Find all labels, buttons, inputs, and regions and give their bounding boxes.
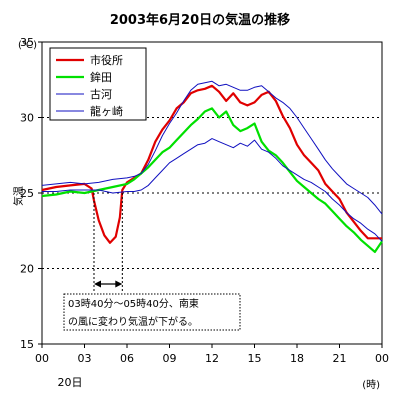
y-tick-label: 35 <box>20 36 34 49</box>
series-line-1 <box>41 84 382 244</box>
x-tick-labels: 00 03 06 09 12 15 18 21 00 <box>35 344 389 365</box>
x-tick-label: 12 <box>205 352 219 365</box>
y-axis-label: 気温 <box>12 186 25 206</box>
legend-label: 市役所 <box>90 53 123 67</box>
annotation-arrowhead-left <box>93 280 101 288</box>
x-tick-label: 00 <box>375 352 389 365</box>
x-tick-label: 21 <box>333 352 347 365</box>
annotation-box <box>63 293 241 331</box>
annotation-line-2: の風に変わり気温が下がる。 <box>68 315 198 328</box>
x-unit-label: (時) <box>362 379 380 391</box>
y-tick-labels: 15 20 25 30 35 <box>20 36 42 351</box>
x-tick-label: 09 <box>163 352 177 365</box>
series-line-4 <box>42 138 383 242</box>
series-lines <box>41 80 383 253</box>
y-tick-label: 30 <box>20 112 34 125</box>
y-tick-label: 20 <box>20 263 34 276</box>
y-tick-label: 15 <box>20 338 34 351</box>
x-tick-label: 00 <box>35 352 49 365</box>
series-line-2 <box>41 107 383 253</box>
series-line-3 <box>41 80 383 215</box>
x-tick-label: 15 <box>248 352 262 365</box>
legend-label: 龍ヶ崎 <box>90 104 123 118</box>
legend-label: 古河 <box>90 88 112 101</box>
x-tick-label: 18 <box>290 352 304 365</box>
annotation-line-1: 03時40分～05時40分、南東 <box>68 297 199 310</box>
chart-title: 2003年6月20日の気温の推移 <box>110 12 290 28</box>
y-unit-label: (℃) <box>18 40 37 51</box>
legend-label: 鉾田 <box>90 70 112 84</box>
y-tick-label: 25 <box>20 187 34 200</box>
date-label: 20日 <box>58 376 83 389</box>
annotation: 03時40分～05時40分、南東 の風に変わり気温が下がる。 <box>63 193 241 331</box>
x-tick-label: 03 <box>78 352 92 365</box>
annotation-arrowhead-right <box>115 280 123 288</box>
x-tick-label: 06 <box>120 352 134 365</box>
